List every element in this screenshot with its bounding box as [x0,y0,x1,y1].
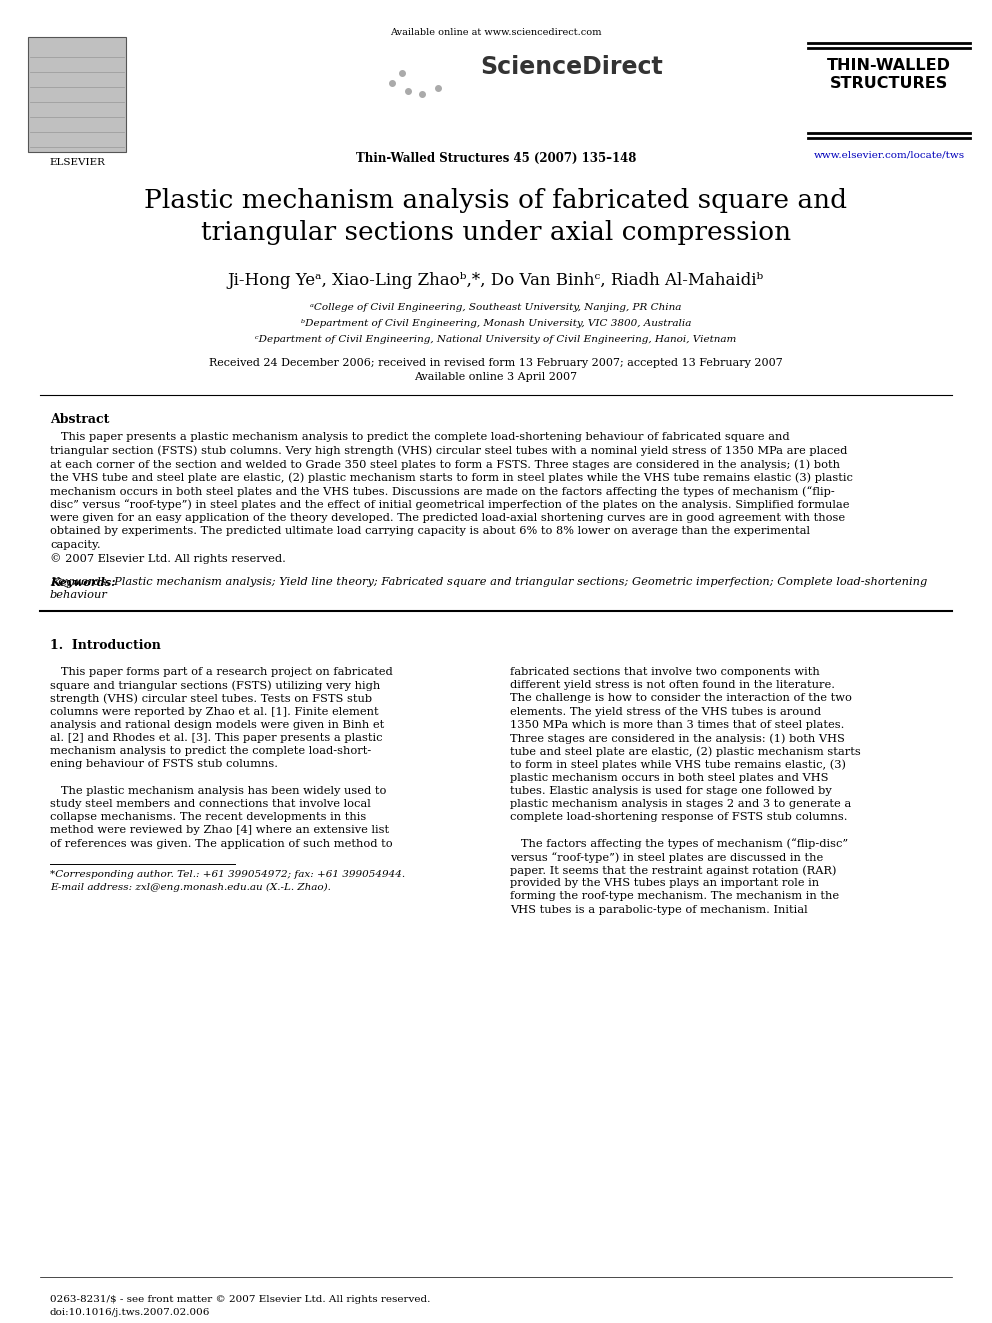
Text: Available online at www.sciencedirect.com: Available online at www.sciencedirect.co… [390,28,602,37]
Text: were given for an easy application of the theory developed. The predicted load-a: were given for an easy application of th… [50,513,845,523]
Text: mechanism occurs in both steel plates and the VHS tubes. Discussions are made on: mechanism occurs in both steel plates an… [50,486,834,496]
Text: plastic mechanism occurs in both steel plates and VHS: plastic mechanism occurs in both steel p… [510,773,828,783]
Text: collapse mechanisms. The recent developments in this: collapse mechanisms. The recent developm… [50,812,366,822]
Text: Keywords: Plastic mechanism analysis; Yield line theory; Fabricated square and t: Keywords: Plastic mechanism analysis; Yi… [50,577,928,587]
Text: paper. It seems that the restraint against rotation (RAR): paper. It seems that the restraint again… [510,865,836,876]
Text: forming the roof-type mechanism. The mechanism in the: forming the roof-type mechanism. The mec… [510,892,839,901]
Text: This paper presents a plastic mechanism analysis to predict the complete load-sh: This paper presents a plastic mechanism … [50,433,790,442]
Text: Abstract: Abstract [50,413,109,426]
Text: Ji-Hong Yeᵃ, Xiao-Ling Zhaoᵇ,*, Do Van Binhᶜ, Riadh Al-Mahaidiᵇ: Ji-Hong Yeᵃ, Xiao-Ling Zhaoᵇ,*, Do Van B… [228,273,764,288]
Text: capacity.: capacity. [50,540,100,550]
Text: to form in steel plates while VHS tube remains elastic, (3): to form in steel plates while VHS tube r… [510,759,846,770]
Text: ScienceDirect: ScienceDirect [480,56,663,79]
Text: The plastic mechanism analysis has been widely used to: The plastic mechanism analysis has been … [50,786,386,796]
Text: versus “roof-type”) in steel plates are discussed in the: versus “roof-type”) in steel plates are … [510,852,823,863]
Text: columns were reported by Zhao et al. [1]. Finite element: columns were reported by Zhao et al. [1]… [50,706,379,717]
Text: fabricated sections that involve two components with: fabricated sections that involve two com… [510,667,819,677]
Text: method were reviewed by Zhao [4] where an extensive list: method were reviewed by Zhao [4] where a… [50,826,389,835]
Text: triangular section (FSTS) stub columns. Very high strength (VHS) circular steel : triangular section (FSTS) stub columns. … [50,446,847,456]
Text: 1350 MPa which is more than 3 times that of steel plates.: 1350 MPa which is more than 3 times that… [510,720,844,730]
Text: 0263-8231/$ - see front matter © 2007 Elsevier Ltd. All rights reserved.: 0263-8231/$ - see front matter © 2007 El… [50,1295,431,1304]
Text: of references was given. The application of such method to: of references was given. The application… [50,839,393,848]
Text: tubes. Elastic analysis is used for stage one followed by: tubes. Elastic analysis is used for stag… [510,786,831,796]
Text: Three stages are considered in the analysis: (1) both VHS: Three stages are considered in the analy… [510,733,845,744]
Text: Keywords:: Keywords: [50,577,115,587]
Text: This paper forms part of a research project on fabricated: This paper forms part of a research proj… [50,667,393,677]
Text: *Corresponding author. Tel.: +61 399054972; fax: +61 399054944.: *Corresponding author. Tel.: +61 3990549… [50,869,405,878]
Text: The challenge is how to consider the interaction of the two: The challenge is how to consider the int… [510,693,852,704]
Text: study steel members and connections that involve local: study steel members and connections that… [50,799,371,808]
Text: THIN-WALLED
STRUCTURES: THIN-WALLED STRUCTURES [827,58,951,91]
Text: www.elsevier.com/locate/tws: www.elsevier.com/locate/tws [813,151,964,160]
Text: VHS tubes is a parabolic-type of mechanism. Initial: VHS tubes is a parabolic-type of mechani… [510,905,807,914]
Text: complete load-shortening response of FSTS stub columns.: complete load-shortening response of FST… [510,812,847,822]
Text: ᵃCollege of Civil Engineering, Southeast University, Nanjing, PR China: ᵃCollege of Civil Engineering, Southeast… [310,303,682,312]
Text: elements. The yield stress of the VHS tubes is around: elements. The yield stress of the VHS tu… [510,706,821,717]
Text: Plastic mechanism analysis of fabricated square and
triangular sections under ax: Plastic mechanism analysis of fabricated… [145,188,847,245]
Text: © 2007 Elsevier Ltd. All rights reserved.: © 2007 Elsevier Ltd. All rights reserved… [50,553,286,565]
Text: 1.  Introduction: 1. Introduction [50,639,161,652]
Text: ELSEVIER: ELSEVIER [49,157,105,167]
Text: analysis and rational design models were given in Binh et: analysis and rational design models were… [50,720,384,730]
Text: the VHS tube and steel plate are elastic, (2) plastic mechanism starts to form i: the VHS tube and steel plate are elastic… [50,472,853,483]
Text: provided by the VHS tubes plays an important role in: provided by the VHS tubes plays an impor… [510,878,819,888]
Text: different yield stress is not often found in the literature.: different yield stress is not often foun… [510,680,835,691]
Text: at each corner of the section and welded to Grade 350 steel plates to form a FST: at each corner of the section and welded… [50,459,840,470]
Text: obtained by experiments. The predicted ultimate load carrying capacity is about : obtained by experiments. The predicted u… [50,527,810,537]
Text: Received 24 December 2006; received in revised form 13 February 2007; accepted 1: Received 24 December 2006; received in r… [209,359,783,382]
Text: plastic mechanism analysis in stages 2 and 3 to generate a: plastic mechanism analysis in stages 2 a… [510,799,851,808]
Text: The factors affecting the types of mechanism (“flip-disc”: The factors affecting the types of mecha… [510,839,848,849]
Text: disc” versus “roof-type”) in steel plates and the effect of initial geometrical : disc” versus “roof-type”) in steel plate… [50,500,849,511]
Text: al. [2] and Rhodes et al. [3]. This paper presents a plastic: al. [2] and Rhodes et al. [3]. This pape… [50,733,383,744]
Text: square and triangular sections (FSTS) utilizing very high: square and triangular sections (FSTS) ut… [50,680,380,691]
Text: ᵇDepartment of Civil Engineering, Monash University, VIC 3800, Australia: ᵇDepartment of Civil Engineering, Monash… [301,319,691,328]
Text: behaviour: behaviour [50,590,108,601]
Text: tube and steel plate are elastic, (2) plastic mechanism starts: tube and steel plate are elastic, (2) pl… [510,746,861,757]
Text: mechanism analysis to predict the complete load-short-: mechanism analysis to predict the comple… [50,746,371,757]
Text: ening behaviour of FSTS stub columns.: ening behaviour of FSTS stub columns. [50,759,278,770]
Text: strength (VHS) circular steel tubes. Tests on FSTS stub: strength (VHS) circular steel tubes. Tes… [50,693,372,704]
Text: doi:10.1016/j.tws.2007.02.006: doi:10.1016/j.tws.2007.02.006 [50,1308,210,1316]
Text: E-mail address: zxl@eng.monash.edu.au (X.-L. Zhao).: E-mail address: zxl@eng.monash.edu.au (X… [50,882,331,892]
FancyBboxPatch shape [28,37,126,152]
Text: ᶜDepartment of Civil Engineering, National University of Civil Engineering, Hano: ᶜDepartment of Civil Engineering, Nation… [255,335,737,344]
Text: Thin-Walled Structures 45 (2007) 135–148: Thin-Walled Structures 45 (2007) 135–148 [356,152,636,165]
